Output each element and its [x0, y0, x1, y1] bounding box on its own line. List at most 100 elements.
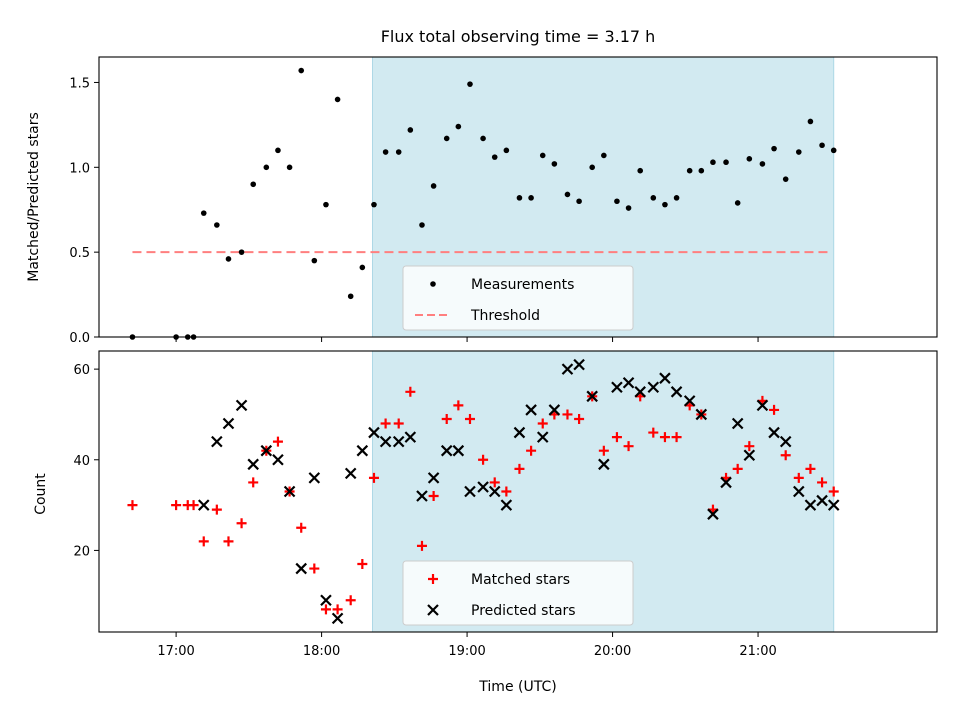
measurement-point	[382, 149, 389, 155]
matched-point	[732, 463, 743, 474]
matched-point	[671, 432, 682, 443]
matched-point	[489, 477, 500, 488]
chart-title: Flux total observing time = 3.17 h	[381, 27, 656, 46]
matched-point	[598, 445, 609, 456]
measurement-point	[807, 118, 814, 125]
predicted-point	[320, 594, 332, 607]
measurement-point	[686, 167, 693, 174]
predicted-point	[331, 612, 344, 625]
measurement-point	[625, 205, 632, 211]
y-tick-label: 1.5	[69, 76, 90, 91]
predicted-point	[827, 499, 840, 511]
measurement-point	[419, 222, 425, 228]
predicted-point	[392, 435, 405, 448]
measurement-point	[480, 135, 486, 142]
matched-point	[769, 404, 780, 415]
legend-plus-marker	[428, 574, 438, 584]
measurement-point	[528, 195, 534, 201]
matched-point	[188, 500, 199, 511]
matched-point	[648, 427, 659, 438]
predicted-point	[804, 499, 817, 511]
predicted-point	[464, 485, 476, 498]
matched-point	[332, 604, 343, 615]
measurement-point	[395, 149, 402, 155]
measurement-point	[455, 123, 462, 130]
predicted-point	[500, 499, 513, 511]
measurement-point	[359, 264, 366, 271]
predicted-point	[222, 417, 235, 430]
predicted-point	[477, 481, 489, 493]
matched-point	[296, 522, 307, 533]
predicted-point	[211, 435, 223, 448]
measurement-point	[323, 201, 329, 208]
predicted-point	[368, 426, 380, 439]
measurement-point	[516, 195, 523, 201]
matched-point	[526, 445, 537, 456]
x-tick-label: 20:00	[594, 644, 631, 659]
predicted-point	[779, 435, 792, 448]
predicted-point	[659, 372, 671, 384]
matched-point	[272, 436, 283, 447]
legend: Measurements Threshold	[402, 265, 634, 331]
predicted-point	[611, 381, 623, 394]
predicted-point	[816, 494, 828, 507]
legend-box	[402, 560, 634, 626]
x-tick-label: 17:00	[157, 644, 194, 659]
measurement-point	[673, 195, 680, 201]
matched-point	[744, 441, 755, 452]
x-tick-label: 18:00	[303, 644, 340, 659]
x-axis-label: Time (UTC)	[478, 679, 556, 695]
x-tick-label: 21:00	[739, 644, 776, 659]
plot-frame	[98, 350, 938, 633]
predicted-point	[561, 363, 574, 375]
predicted-point	[536, 431, 549, 443]
predicted-point	[197, 499, 210, 511]
predicted-point	[670, 386, 683, 398]
measurement-point	[551, 161, 558, 167]
matched-point	[453, 400, 464, 411]
measurement-point	[214, 222, 220, 228]
matched-point	[501, 486, 512, 497]
measurement-point	[275, 147, 281, 154]
matched-point	[659, 432, 670, 443]
bottom-y-axis-label: Count	[33, 473, 49, 515]
predicted-point	[548, 404, 561, 416]
measurement-point	[614, 198, 620, 205]
predicted-point	[586, 390, 598, 403]
measurement-point	[819, 142, 825, 149]
matched-point	[416, 540, 427, 551]
measurement-point	[491, 154, 498, 160]
predicted-point	[647, 381, 660, 394]
y-tick-label: 60	[73, 363, 90, 378]
matched-point	[514, 463, 525, 474]
series-predicted-stars	[197, 358, 840, 625]
predicted-point	[283, 485, 296, 498]
top-panel: 0.0 0.5 1.0 1.5 Measurements Threshold	[69, 56, 938, 346]
predicted-point	[260, 444, 273, 457]
measurement-point	[650, 195, 657, 201]
measurement-point	[503, 147, 510, 154]
predicted-point	[731, 417, 744, 430]
predicted-point	[695, 408, 708, 421]
measurement-point	[734, 200, 741, 206]
matched-point	[320, 604, 331, 615]
predicted-point	[379, 435, 392, 448]
predicted-point	[344, 467, 357, 480]
predicted-point	[743, 449, 756, 462]
predicted-point	[634, 386, 646, 398]
measurement-point	[238, 249, 245, 255]
measurement-point	[576, 198, 582, 205]
matched-point	[198, 536, 209, 547]
measurement-point	[723, 159, 729, 166]
predicted-point	[488, 485, 501, 498]
matched-point	[817, 477, 828, 488]
matched-point	[380, 418, 391, 429]
matched-point	[623, 441, 634, 452]
predicted-point	[622, 376, 635, 389]
measurement-point	[698, 167, 705, 174]
predicted-point	[272, 453, 284, 466]
measurement-point	[430, 183, 437, 189]
matched-point	[441, 413, 452, 424]
predicted-point	[416, 490, 428, 502]
legend-box	[402, 265, 634, 331]
